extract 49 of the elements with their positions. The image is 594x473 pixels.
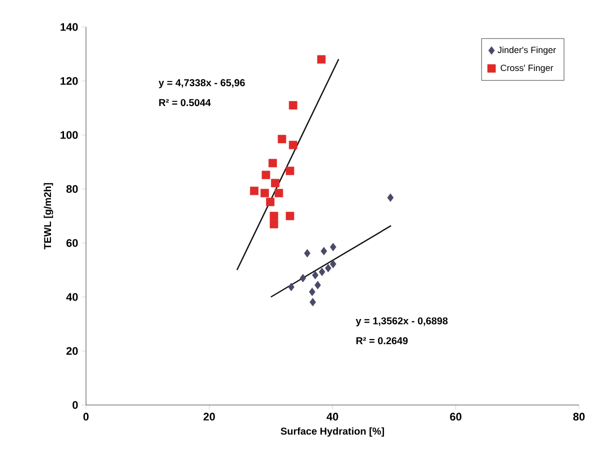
point — [288, 140, 298, 150]
point — [270, 220, 278, 228]
point — [274, 188, 284, 198]
point — [300, 274, 306, 282]
point — [262, 170, 270, 180]
point — [288, 282, 294, 292]
point — [288, 101, 298, 110]
point — [286, 212, 294, 220]
point — [268, 158, 277, 168]
x-tick-label: 80 — [573, 412, 585, 421]
point — [271, 178, 280, 188]
y-tick-label: 40 — [66, 293, 78, 301]
x-tick-label: 60 — [450, 412, 462, 421]
point — [260, 188, 269, 198]
point — [314, 280, 321, 290]
point — [317, 55, 326, 64]
x-tick-label: 0 — [83, 412, 89, 421]
legend-label: Jinder's Finger — [498, 46, 556, 55]
y-tick-label: 120 — [60, 77, 78, 85]
point — [318, 268, 326, 276]
point — [270, 212, 278, 220]
point — [387, 193, 394, 202]
x-tick-label: 20 — [204, 412, 215, 421]
annotation: y = 1,3562x - 0,6898 — [356, 317, 448, 326]
point — [312, 270, 318, 280]
point — [320, 246, 328, 256]
annotation: R² = 0.5044 — [159, 99, 211, 106]
point — [330, 260, 336, 268]
annotation: R² = 0.2649 — [356, 337, 408, 344]
y-tick-label: 20 — [66, 347, 78, 355]
point — [286, 166, 294, 176]
x-tick-label: 40 — [326, 412, 338, 421]
point — [330, 242, 336, 252]
x-axis-title: Surface Hydration [%] — [280, 427, 384, 437]
y-tick-label: 0 — [72, 401, 78, 409]
point — [310, 298, 316, 306]
y-tick-label: 80 — [66, 185, 78, 193]
y-tick-label: 100 — [60, 131, 78, 139]
point — [325, 264, 332, 272]
point — [308, 288, 316, 296]
point — [250, 186, 258, 196]
y-tick-label: 140 — [60, 23, 78, 31]
point — [304, 249, 310, 258]
point — [278, 134, 286, 144]
legend-label: Cross' Finger — [500, 64, 554, 73]
annotation: y = 4,7338x - 65,96 — [158, 79, 245, 88]
point — [266, 198, 274, 206]
y-tick-label: 60 — [66, 239, 78, 247]
y-axis-title: TEWL [g/m2h] — [44, 183, 54, 250]
